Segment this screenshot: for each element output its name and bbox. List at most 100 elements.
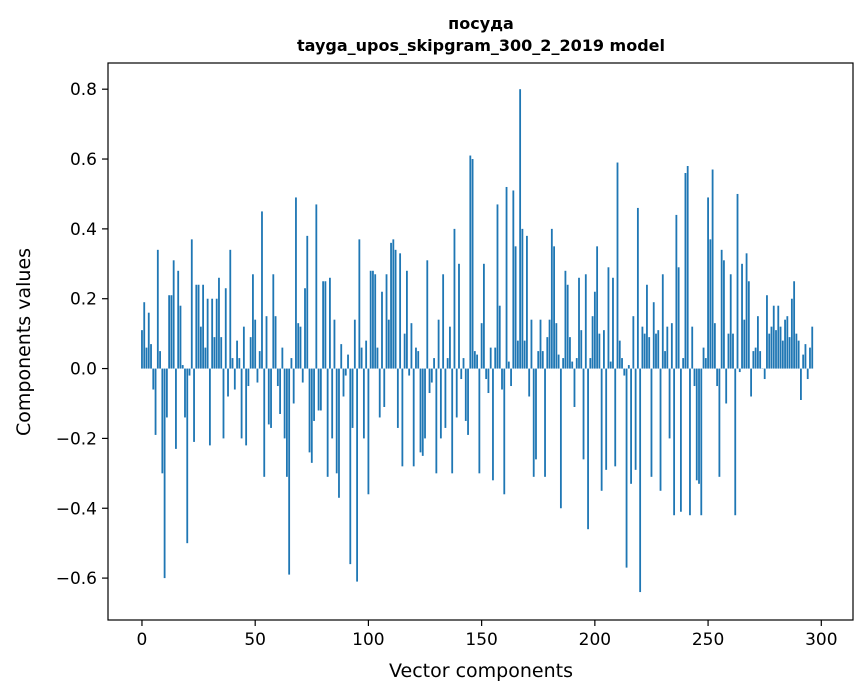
bar	[519, 89, 522, 369]
bar	[324, 281, 327, 369]
y-tick-label: −0.4	[56, 499, 97, 519]
bar	[505, 186, 508, 369]
bar	[240, 368, 243, 439]
bar	[390, 242, 392, 369]
bar	[356, 368, 358, 582]
bar	[548, 319, 551, 369]
bar	[514, 246, 517, 369]
bar	[806, 368, 809, 380]
bar	[598, 333, 601, 369]
bar	[383, 368, 386, 407]
bar	[521, 228, 524, 369]
bar	[177, 270, 180, 369]
bar	[265, 316, 268, 369]
bar	[636, 207, 639, 369]
bar	[449, 326, 451, 369]
bar	[444, 368, 447, 428]
bar	[494, 347, 497, 369]
bar	[605, 368, 608, 470]
bar	[532, 368, 535, 477]
bar	[790, 298, 793, 369]
bar	[707, 197, 709, 369]
y-tick-label: 0.4	[70, 220, 97, 240]
bar	[358, 239, 361, 369]
y-tick-label: 0.2	[70, 290, 97, 310]
bar	[376, 347, 379, 369]
bar	[319, 368, 322, 411]
bar	[476, 354, 479, 369]
bar	[267, 368, 270, 425]
bar	[779, 326, 782, 369]
bar	[713, 323, 716, 369]
bar	[193, 368, 195, 442]
bar	[464, 368, 467, 421]
bar	[415, 347, 417, 369]
bar	[784, 319, 786, 369]
bar	[664, 351, 666, 369]
bar	[578, 277, 580, 369]
bar	[313, 368, 315, 421]
bar	[632, 316, 635, 369]
bar	[428, 368, 431, 394]
bar	[700, 368, 703, 516]
bar	[433, 358, 435, 369]
bar	[270, 368, 272, 428]
bar	[516, 340, 519, 369]
x-axis-label: Vector components	[389, 660, 573, 682]
bar	[716, 368, 719, 387]
bar	[702, 347, 705, 369]
bar	[227, 368, 229, 397]
bar	[763, 368, 766, 380]
bar	[252, 274, 254, 369]
bar	[410, 323, 413, 369]
y-axis-label: Components values	[13, 248, 35, 436]
bar	[195, 284, 198, 369]
bar	[587, 368, 589, 530]
bar	[655, 333, 657, 369]
bar	[523, 340, 526, 369]
bar	[666, 326, 669, 369]
bar	[489, 347, 492, 369]
bar	[202, 284, 205, 369]
bar	[510, 368, 512, 387]
bar	[535, 368, 537, 460]
bar	[168, 295, 171, 369]
bar	[630, 368, 632, 484]
bar	[766, 295, 768, 369]
bar	[754, 347, 757, 369]
bar	[555, 323, 558, 369]
bar	[569, 337, 571, 369]
bar	[258, 351, 261, 369]
bar	[503, 368, 506, 495]
bar	[349, 368, 352, 565]
bar	[646, 284, 648, 369]
bar	[353, 319, 356, 369]
bar	[367, 368, 370, 495]
bar	[417, 351, 420, 369]
bar	[689, 368, 691, 516]
bar	[165, 368, 168, 418]
bar	[473, 351, 476, 369]
bar	[342, 368, 345, 397]
bar	[331, 368, 334, 439]
bar	[385, 274, 388, 369]
y-tick-label: −0.2	[56, 429, 97, 449]
bar	[261, 211, 263, 369]
y-tick-label: −0.6	[56, 569, 97, 589]
bar	[580, 330, 583, 369]
bar	[695, 368, 698, 481]
bar	[276, 368, 279, 387]
x-tick-label: 200	[579, 630, 611, 650]
bar	[369, 270, 372, 369]
x-tick-label: 50	[244, 630, 266, 650]
bar	[727, 333, 730, 369]
bar	[732, 333, 734, 369]
bar	[365, 340, 368, 369]
bar	[591, 316, 594, 369]
bar	[677, 267, 680, 369]
bar	[469, 155, 472, 369]
bar	[741, 263, 743, 369]
bar	[709, 239, 712, 369]
bar	[634, 368, 637, 470]
bar	[668, 368, 671, 439]
